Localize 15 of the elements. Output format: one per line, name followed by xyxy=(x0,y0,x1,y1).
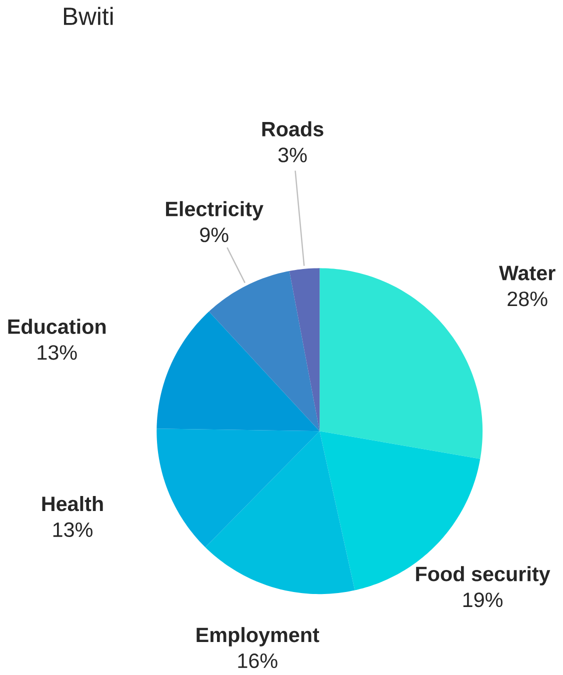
slice-label: Education xyxy=(8,318,106,334)
data-label: 13% xyxy=(38,345,78,360)
data-label: 28% xyxy=(508,292,548,306)
slice-label: Roads xyxy=(262,121,324,136)
slice-label: Food security xyxy=(416,566,550,586)
slice-label: Health xyxy=(42,496,104,512)
slice-label: Water xyxy=(499,266,556,280)
data-label: 19% xyxy=(464,592,503,608)
slice-label: Electricity xyxy=(166,201,264,220)
data-label: 3% xyxy=(278,148,307,162)
data-label: 13% xyxy=(54,522,93,538)
slice-label: Employment xyxy=(196,627,320,646)
data-label: 16% xyxy=(238,653,278,668)
data-label: 9% xyxy=(200,228,229,242)
chart-title: Bwiti xyxy=(64,6,113,26)
